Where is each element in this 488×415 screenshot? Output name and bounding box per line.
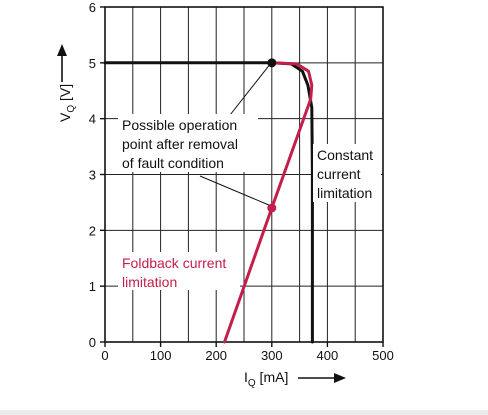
y-tick-label: 6 [89,0,96,15]
annotation-leaders [199,65,270,206]
annotation-line: Constant [317,147,373,163]
x-tick-label: 200 [205,348,227,363]
annotation-constant-current-bg [313,144,381,202]
y-axis-arrow [57,44,67,82]
annotation-line: limitation [122,274,177,290]
operation-point-marker [267,203,277,213]
y-axis-label: VQ [V] [57,84,77,122]
x-axis-label-sub: Q [248,378,256,389]
y-tick-label: 5 [89,56,96,71]
x-axis-label: IQ [mA] [244,369,288,389]
series-layer [103,61,314,344]
operation-point-marker [267,58,277,68]
markers-layer [267,58,277,213]
annotation-line: of fault condition [122,155,224,171]
x-tick-label: 100 [150,348,172,363]
x-axis-label-main: I [244,369,248,385]
annotation-line: current [317,166,361,182]
x-tick-label: 0 [101,348,108,363]
annotation-line: limitation [317,185,372,201]
annotation-labels: Possible operation point after removal of … [118,114,381,290]
annotation-line: Foldback current [122,255,226,271]
x-tick-label: 300 [261,348,283,363]
y-axis-label-sub: Q [66,105,77,113]
annotation-foldback: Foldback current limitation [122,255,226,290]
y-tick-label: 1 [89,279,96,294]
axes: 0 100 200 300 400 500 0 1 2 3 4 5 6 [89,0,394,363]
y-tick-label: 3 [89,168,96,183]
leader-line [199,175,269,206]
x-tick-label: 500 [372,348,394,363]
x-axis-arrow [298,373,346,383]
annotation-operation-point-bg [118,114,258,172]
annotation-line: point after removal [122,136,238,152]
leader-line [229,65,270,116]
annotation-line: Possible operation [122,117,237,133]
annotation-operation-point: Possible operation point after removal of … [122,117,238,171]
y-axis-label-unit: [V] [57,84,73,105]
y-tick-label: 2 [89,223,96,238]
y-axis-label-main: V [57,112,73,122]
annotation-constant-current: Constant current limitation [317,147,373,201]
x-axis-label-unit: [mA] [256,369,289,385]
bottom-strip [0,410,488,415]
series-line-constant [103,61,314,344]
annotation-foldback-bg [118,252,240,290]
x-tick-label: 400 [317,348,339,363]
y-tick-label: 4 [89,112,96,127]
y-tick-label: 0 [89,335,96,350]
